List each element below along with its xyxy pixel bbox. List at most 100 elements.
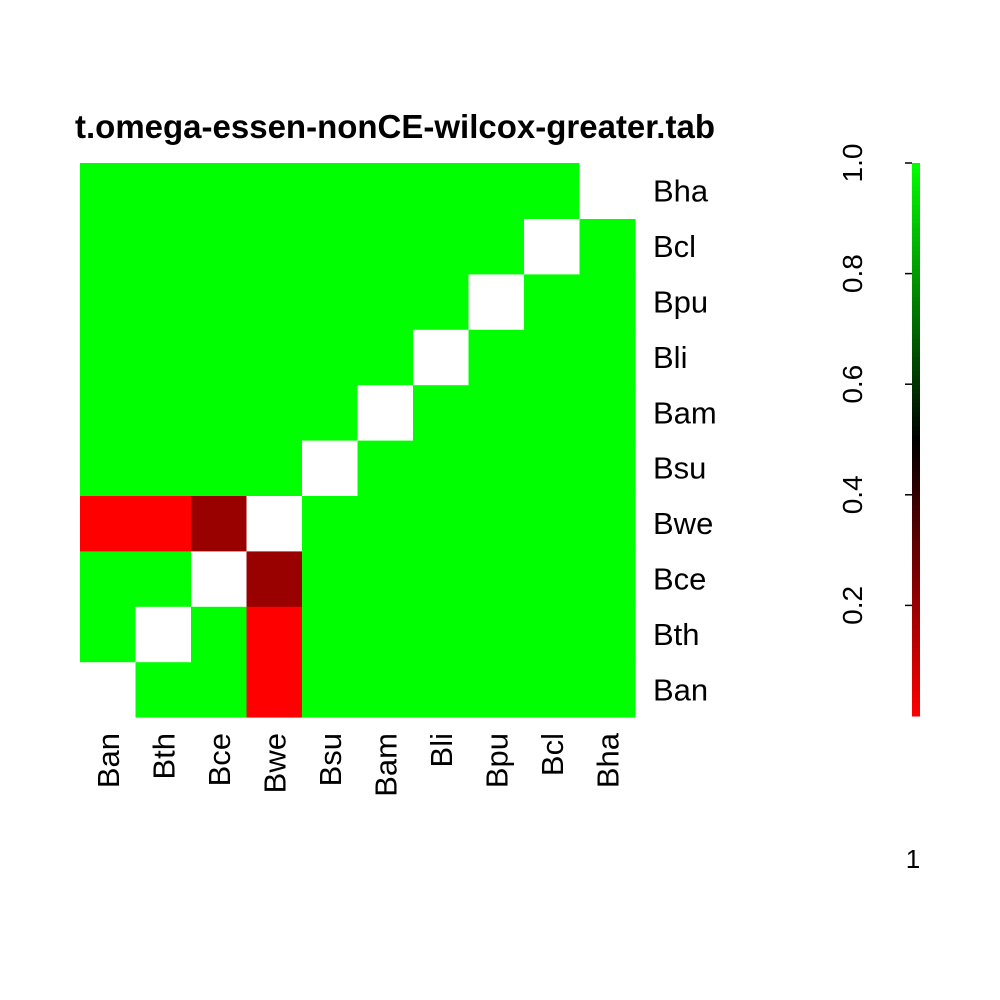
heatmap-cell — [413, 163, 470, 219]
color-scale-segment — [912, 199, 920, 205]
row-label: Bam — [653, 395, 717, 430]
heatmap-cell — [579, 550, 636, 607]
color-scale-segment — [912, 504, 920, 510]
color-scale-segment — [912, 292, 920, 298]
color-scale-segment — [912, 338, 920, 344]
color-scale-segment — [912, 669, 920, 676]
column-label: Bce — [202, 733, 237, 786]
color-scale-segment — [912, 333, 920, 339]
heatmap-cell — [302, 550, 359, 607]
heatmap-cell — [524, 550, 581, 607]
color-scale-segment — [912, 499, 920, 505]
color-scale-segment — [912, 711, 920, 717]
color-scale-segment — [912, 407, 920, 413]
color-scale-segment — [912, 250, 920, 256]
row-label: Bli — [653, 340, 687, 375]
color-scale-segment — [912, 646, 920, 652]
color-scale-segment — [912, 328, 920, 335]
heatmap-cell — [135, 550, 192, 607]
column-label: Ban — [91, 733, 126, 788]
heatmap-cell — [524, 218, 581, 275]
color-scale-segment — [912, 444, 920, 450]
color-scale-segment — [912, 172, 920, 178]
heatmap-cell — [579, 661, 636, 718]
color-scale-segment — [912, 628, 920, 634]
heatmap-cell — [579, 606, 636, 663]
color-scale-segment — [912, 370, 920, 376]
color-scale-segment — [912, 577, 920, 583]
color-scale-segment — [912, 222, 920, 229]
color-scale-segment — [912, 453, 920, 459]
color-scale-ticks: 0.2 0.4 0.6 0.8 1.0 — [837, 144, 912, 625]
column-label: Bli — [424, 733, 459, 767]
color-scale-tick-label: 0.6 — [837, 365, 868, 404]
color-scale-segment — [912, 702, 920, 708]
color-scale-segment — [912, 227, 920, 233]
heatmap-cell — [524, 495, 581, 552]
color-scale-segment — [912, 416, 920, 422]
heatmap-cell — [135, 329, 192, 386]
color-scale-segment — [912, 697, 920, 703]
heatmap-cell — [135, 440, 192, 496]
color-scale-segment — [912, 190, 920, 196]
heatmap-cell — [468, 495, 525, 552]
color-scale-segment — [912, 434, 920, 440]
color-scale-segment — [912, 296, 920, 302]
column-label: Bam — [368, 733, 403, 797]
heatmap-cell — [413, 329, 470, 386]
color-scale-segment — [912, 568, 920, 574]
heatmap-cell — [413, 384, 470, 441]
color-scale-segment — [912, 411, 920, 417]
color-scale-tick-label: 0.8 — [837, 254, 868, 293]
heatmap-cell — [579, 384, 636, 441]
color-scale-segment — [912, 430, 920, 436]
heatmap-cell — [357, 606, 414, 663]
row-label: Bcl — [653, 229, 696, 264]
color-scale-segment — [912, 610, 920, 616]
heatmap-cells — [80, 163, 636, 718]
heatmap-cell — [357, 384, 414, 441]
heatmap-cell — [357, 495, 414, 552]
row-label: Ban — [653, 672, 708, 707]
color-scale-segment — [912, 637, 920, 643]
heatmap-cell — [246, 273, 303, 330]
heatmap-cell — [191, 329, 248, 386]
row-label: Bha — [653, 174, 709, 209]
color-scale-segment — [912, 361, 920, 367]
color-scale-segment — [912, 287, 920, 293]
column-label: Bcl — [535, 733, 570, 776]
heatmap-cell — [302, 606, 359, 663]
color-scale-segment — [912, 540, 920, 546]
heatmap-cell — [357, 661, 414, 718]
heatmap-cell — [135, 661, 192, 718]
color-scale-segment — [912, 531, 920, 537]
heatmap-cell — [246, 606, 303, 663]
color-scale-segment — [912, 421, 920, 427]
color-scale-segment — [912, 181, 920, 187]
row-labels: Ban Bth Bce Bwe Bsu Bam Bli Bpu Bcl Bha — [653, 174, 717, 708]
heatmap-cell — [524, 273, 581, 330]
heatmap-cell — [246, 661, 303, 718]
heatmap-cell — [246, 495, 303, 552]
color-scale-segment — [912, 480, 920, 487]
heatmap-cell — [302, 273, 359, 330]
color-scale-segment — [912, 706, 920, 712]
color-scale-segment — [912, 527, 920, 533]
heatmap-cell — [135, 384, 192, 441]
color-scale-segment — [912, 642, 920, 648]
color-scale-segment — [912, 554, 920, 560]
color-scale-segment — [912, 356, 920, 362]
color-scale-segment — [912, 186, 920, 192]
color-scale-segment — [912, 674, 920, 680]
row-label: Bwe — [653, 506, 713, 541]
row-label: Bth — [653, 617, 700, 652]
heatmap-cell — [80, 273, 137, 330]
color-scale-bar — [912, 163, 920, 717]
color-scale-segment — [912, 467, 920, 473]
heatmap-cell — [524, 440, 581, 496]
heatmap-cell — [413, 273, 470, 330]
heatmap-cell — [357, 329, 414, 386]
color-scale-segment — [912, 656, 920, 662]
heatmap-cell — [246, 384, 303, 441]
